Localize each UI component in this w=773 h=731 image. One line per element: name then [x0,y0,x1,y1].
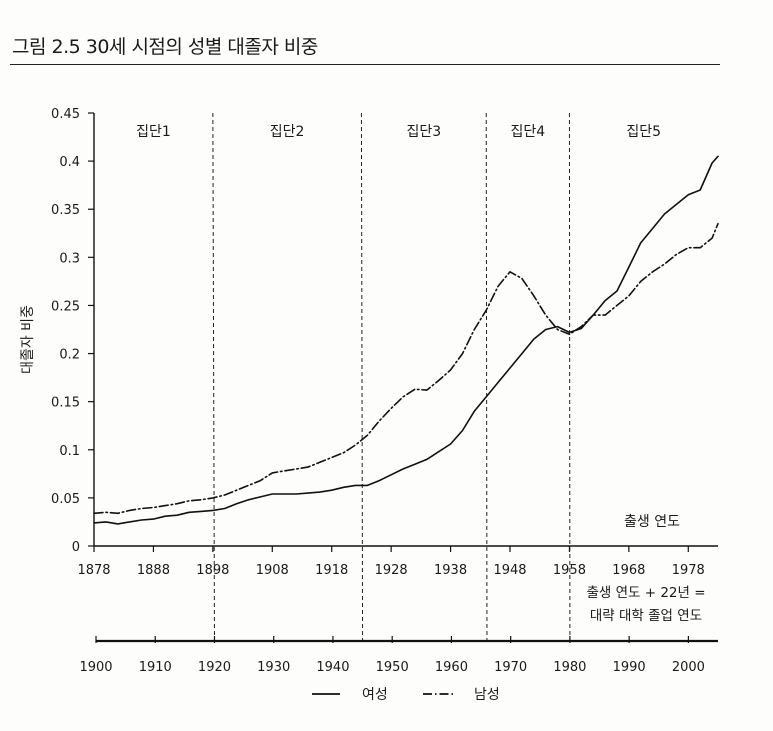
x-tick-label: 1888 [137,563,170,578]
cohort-label: 집단3 [406,124,441,140]
legend-label-female: 여성 [362,687,388,703]
secondary-axis-tick-label: 1990 [613,660,646,675]
x-axis-label: 출생 연도 [624,514,680,530]
secondary-axis-tick-label: 1960 [435,660,468,675]
x-tick-label: 1918 [315,563,348,578]
y-tick-label: 0.05 [51,492,80,507]
secondary-axis-tick-label: 1910 [139,660,172,675]
y-tick-label: 0 [72,540,80,555]
cohort-label: 집단4 [510,124,545,140]
secondary-axis-tick-label: 1980 [553,660,586,675]
x-tick-label: 1978 [672,563,705,578]
y-tick-label: 0.35 [51,203,80,218]
secondary-axis-tick-label: 1950 [376,660,409,675]
secondary-axis-tick-label: 2000 [672,660,705,675]
figure-title: 그림 2.5 30세 시점의 성별 대졸자 비중 [12,36,318,58]
y-tick-label: 0.45 [51,107,80,122]
secondary-axis-label-line2: 대략 대학 졸업 연도 [590,608,702,624]
secondary-axis-tick-label: 1920 [198,660,231,675]
secondary-axis-label-line1: 출생 연도 + 22년 = [586,585,705,601]
y-tick-label: 0.25 [51,299,80,314]
secondary-axis-tick-label: 1930 [257,660,290,675]
secondary-axis-tick-label: 1970 [494,660,527,675]
x-tick-label: 1968 [612,563,645,578]
x-tick-label: 1898 [196,563,229,578]
cohort-label: 집단1 [136,124,171,140]
cohort-divider-line [360,112,364,642]
x-tick-label: 1928 [375,563,408,578]
cohort-label: 집단2 [270,124,305,140]
y-tick-label: 0.4 [59,155,80,170]
series-line-male [93,222,719,515]
secondary-axis-tick-label: 1900 [79,660,112,675]
y-tick-label: 0.15 [51,396,80,411]
y-tick-label: 0.1 [59,444,80,459]
series-line-female [93,155,719,525]
title-rule [10,64,720,65]
secondary-axis-tick-label: 1940 [316,660,349,675]
cohort-divider-line [485,112,488,642]
x-tick-label: 1938 [434,563,467,578]
x-tick-label: 1948 [493,563,526,578]
x-tick-label: 1908 [256,563,289,578]
x-tick-label: 1878 [77,563,110,578]
cohort-divider-line [212,112,215,642]
legend-label-male: 남성 [474,687,500,703]
y-axis-label: 대졸자 비중 [20,305,36,374]
y-tick-label: 0.3 [59,251,80,266]
y-tick-label: 0.2 [59,348,80,363]
cohort-label: 집단5 [626,124,661,140]
